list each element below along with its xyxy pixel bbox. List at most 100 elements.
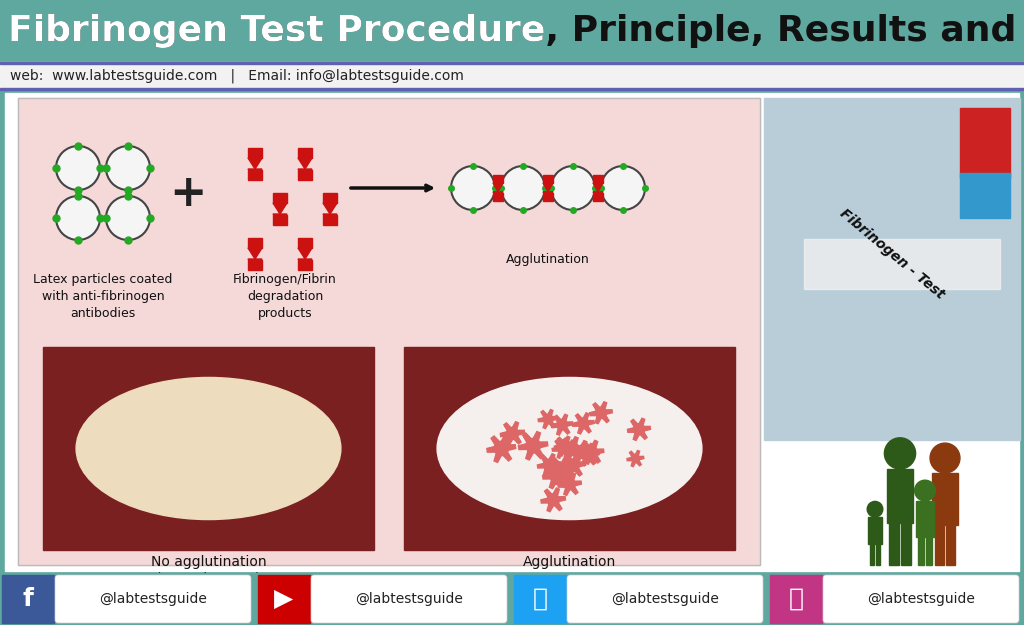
Bar [248, 238, 262, 248]
Text: +: + [169, 171, 207, 214]
Bar [43, 347, 374, 550]
Bar [868, 517, 882, 544]
Bar [0, 573, 1024, 625]
Bar [298, 238, 312, 248]
Polygon shape [575, 443, 599, 466]
Polygon shape [568, 441, 593, 464]
Bar [323, 193, 337, 203]
Text: Fibrinogen Test Procedure, Principle, Results and more: Fibrinogen Test Procedure, Principle, Re… [8, 14, 1024, 48]
Polygon shape [628, 418, 650, 441]
Circle shape [451, 166, 495, 210]
Text: Agglutination
(Positive test): Agglutination (Positive test) [522, 555, 617, 586]
Text: @labtestsguide: @labtestsguide [99, 592, 207, 606]
Bar [323, 215, 337, 225]
Text: No agglutination
(Negative test): No agglutination (Negative test) [151, 555, 266, 586]
Polygon shape [560, 453, 586, 478]
Bar [946, 525, 955, 565]
Circle shape [56, 196, 100, 240]
Bar [887, 469, 913, 523]
Polygon shape [580, 441, 604, 464]
Polygon shape [538, 454, 561, 476]
Polygon shape [248, 169, 262, 180]
Bar [804, 239, 1000, 289]
Circle shape [930, 443, 959, 473]
Bar [961, 108, 1010, 178]
Polygon shape [486, 434, 516, 462]
Circle shape [601, 166, 645, 210]
Bar [932, 473, 957, 525]
FancyBboxPatch shape [823, 575, 1019, 623]
Polygon shape [593, 183, 603, 192]
Bar [493, 192, 503, 201]
Bar [493, 175, 503, 183]
Polygon shape [248, 259, 262, 270]
Polygon shape [543, 192, 553, 201]
Text: web:  www.labtestsguide.com   |   Email: info@labtestsguide.com: web: www.labtestsguide.com | Email: info… [10, 69, 464, 83]
Bar [2, 575, 54, 623]
Polygon shape [298, 248, 312, 259]
Bar [901, 523, 910, 565]
Polygon shape [552, 439, 572, 458]
Polygon shape [538, 409, 558, 429]
Polygon shape [493, 183, 503, 192]
Bar [926, 537, 932, 565]
Bar [258, 575, 310, 623]
Polygon shape [543, 183, 553, 192]
Circle shape [867, 501, 883, 517]
Text: @labtestsguide: @labtestsguide [867, 592, 975, 606]
Polygon shape [273, 203, 287, 214]
Bar [18, 98, 760, 565]
Polygon shape [248, 158, 262, 169]
Polygon shape [298, 158, 312, 169]
Bar [869, 544, 874, 565]
Bar [0, 0, 1024, 62]
Circle shape [551, 166, 595, 210]
Bar [770, 575, 822, 623]
Bar [916, 501, 934, 537]
Text: 🐦: 🐦 [532, 587, 548, 611]
Bar [890, 523, 899, 565]
Polygon shape [560, 440, 579, 457]
Polygon shape [558, 472, 582, 496]
Bar [298, 170, 312, 180]
Polygon shape [627, 451, 644, 467]
Bar [404, 347, 735, 550]
Polygon shape [572, 412, 594, 434]
Bar [298, 260, 312, 270]
Text: Fibrinogen/Fibrin
degradation
products: Fibrinogen/Fibrin degradation products [233, 273, 337, 320]
Bar [543, 192, 553, 201]
Polygon shape [298, 169, 312, 180]
Bar [298, 148, 312, 158]
FancyBboxPatch shape [311, 575, 507, 623]
Ellipse shape [437, 378, 701, 519]
Circle shape [501, 166, 545, 210]
Bar [918, 537, 924, 565]
Text: ▶: ▶ [274, 587, 294, 611]
Bar [543, 175, 553, 183]
Bar [0, 62, 1024, 90]
Polygon shape [323, 214, 337, 225]
Polygon shape [541, 488, 565, 512]
FancyBboxPatch shape [55, 575, 251, 623]
Polygon shape [248, 248, 262, 259]
Text: @labtestsguide: @labtestsguide [355, 592, 463, 606]
Text: Fibrinogen - Test: Fibrinogen - Test [837, 206, 947, 302]
Polygon shape [559, 437, 585, 461]
Bar [0, 62, 1024, 64]
Bar [764, 98, 1020, 440]
Polygon shape [501, 422, 524, 445]
Text: Latex particles coated
with anti-fibrinogen
antibodies: Latex particles coated with anti-fibrino… [34, 273, 173, 320]
Polygon shape [273, 214, 287, 225]
Bar [273, 215, 287, 225]
Bar [935, 525, 944, 565]
Bar [18, 98, 760, 565]
Bar [273, 193, 287, 203]
Bar [0, 90, 1024, 625]
Circle shape [106, 196, 150, 240]
Polygon shape [590, 402, 612, 424]
Bar [248, 148, 262, 158]
Ellipse shape [76, 378, 341, 519]
Bar [514, 575, 566, 623]
Bar [5, 93, 1019, 571]
Bar [593, 175, 603, 183]
